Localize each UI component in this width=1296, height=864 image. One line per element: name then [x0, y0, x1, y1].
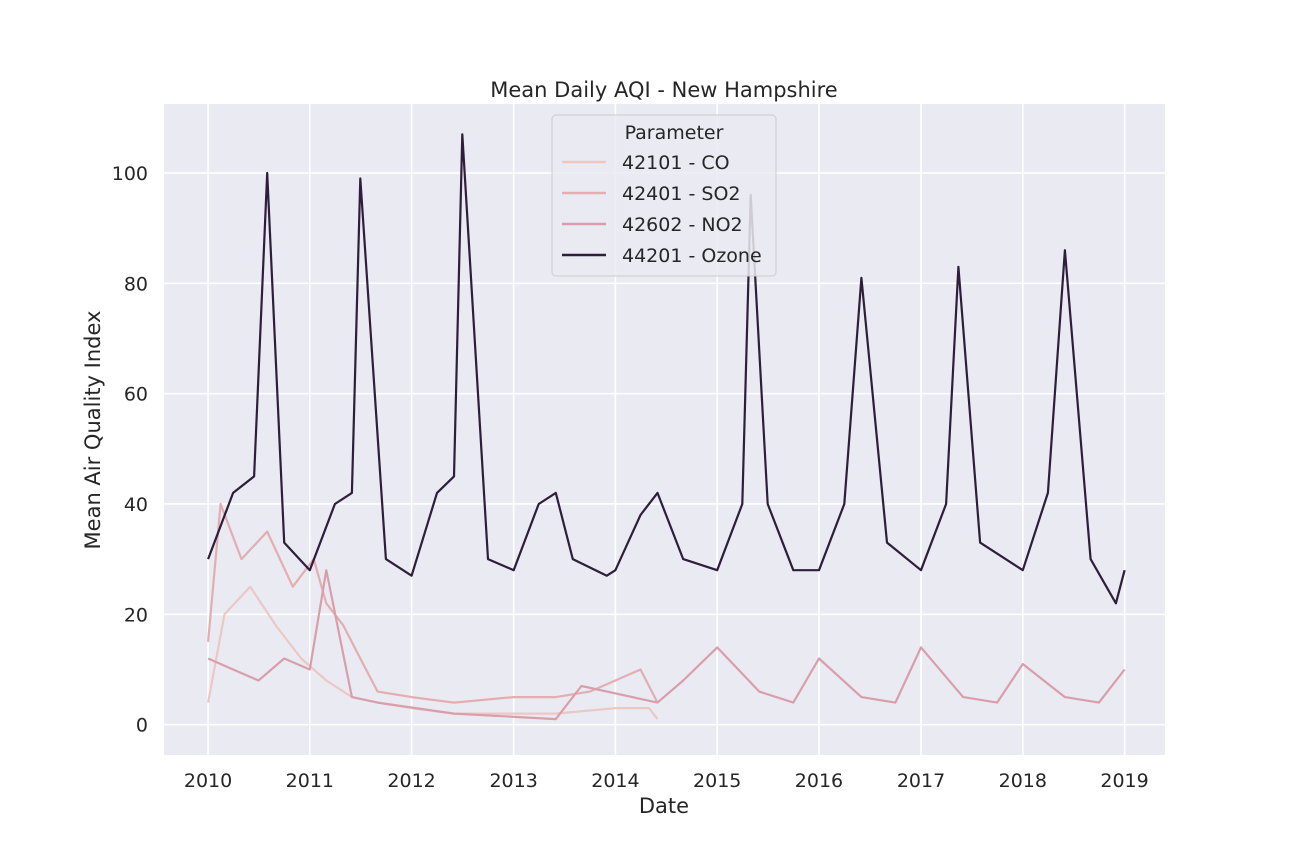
x-tick-label: 2017 — [897, 770, 945, 792]
x-tick-label: 2016 — [795, 770, 843, 792]
y-tick-label: 0 — [136, 715, 148, 737]
x-tick-label: 2019 — [1100, 770, 1148, 792]
y-tick-labels: 0 20 40 60 80 100 — [112, 163, 148, 737]
x-tick-label: 2010 — [184, 770, 232, 792]
x-tick-label: 2018 — [999, 770, 1047, 792]
x-tick-label: 2011 — [286, 770, 334, 792]
y-tick-label: 60 — [124, 384, 148, 406]
grid-lines — [164, 104, 1165, 755]
y-axis-label: Mean Air Quality Index — [81, 311, 105, 550]
legend-box — [551, 114, 777, 277]
x-tick-labels: 2010 2011 2012 2013 2014 2015 2016 2017 2018 2019 — [184, 770, 1149, 792]
x-tick-label: 2014 — [591, 770, 639, 792]
legend-title: Parameter — [625, 122, 724, 144]
series-line-3 — [207, 569, 1126, 721]
y-tick-label: 40 — [124, 494, 148, 516]
x-tick-label: 2012 — [387, 770, 435, 792]
x-axis-label: Date — [639, 794, 689, 818]
chart-title: Mean Daily AQI - New Hampshire — [490, 78, 837, 102]
x-tick-label: 2015 — [693, 770, 741, 792]
legend: Parameter 42101 - CO 42401 - SO2 42602 - N… — [551, 114, 777, 277]
legend-label: 42101 - CO — [622, 152, 730, 174]
series-line-4 — [207, 133, 1126, 605]
legend-label: 42401 - SO2 — [622, 183, 740, 205]
legend-items: 42101 - CO 42401 - SO2 42602 - NO2 44201 - … — [562, 152, 762, 267]
y-tick-label: 100 — [112, 163, 148, 185]
legend-label: 42602 - NO2 — [622, 214, 743, 236]
y-tick-label: 20 — [124, 604, 148, 626]
legend-label: 44201 - Ozone — [622, 245, 762, 267]
series-lines — [207, 133, 1126, 721]
y-tick-label: 80 — [124, 273, 148, 295]
x-tick-label: 2013 — [489, 770, 537, 792]
